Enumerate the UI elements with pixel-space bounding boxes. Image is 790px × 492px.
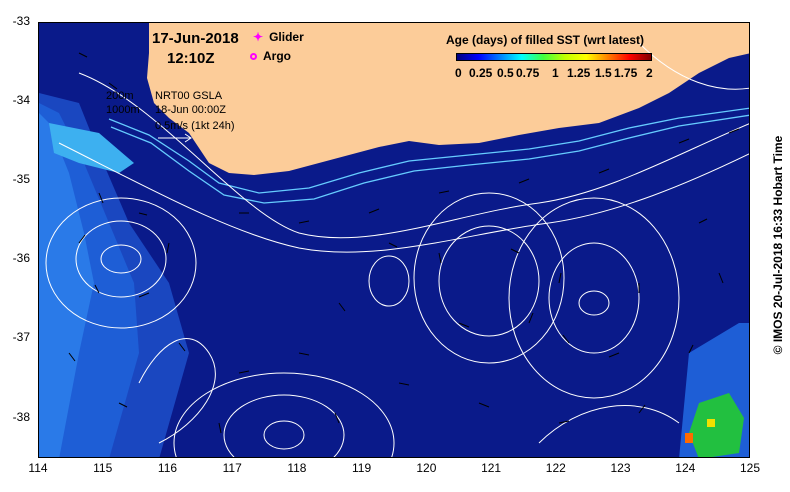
argo-marker-icon xyxy=(250,52,257,60)
y-tick-label: -34 xyxy=(12,93,30,107)
gsla-valid-time: 18-Jun 00:00Z xyxy=(155,104,226,116)
x-tick-label: 120 xyxy=(416,461,437,475)
imos-credit: © IMOS 20-Jul-2018 16:33 Hobart Time xyxy=(771,135,785,355)
isobath-200m-label: 200m xyxy=(106,90,134,102)
x-tick-label: 125 xyxy=(739,461,761,475)
glider-marker-icon: ✦ xyxy=(253,30,264,44)
map-time: 12:10Z xyxy=(167,50,215,67)
sst-map xyxy=(38,22,750,458)
legend-argo: Argo xyxy=(250,49,291,63)
x-tick-label: 124 xyxy=(675,461,696,475)
x-tick-label: 117 xyxy=(222,461,242,475)
colorbar-title: Age (days) of filled SST (wrt latest) xyxy=(446,33,645,47)
land-australia xyxy=(147,23,749,175)
legend-glider-label: Glider xyxy=(269,30,304,44)
y-tick-label: -35 xyxy=(12,172,30,186)
isobath-1000m xyxy=(110,114,749,204)
x-tick-label: 116 xyxy=(157,461,178,475)
stale-sst-orange xyxy=(685,433,693,443)
x-tick-label: 114 xyxy=(28,461,48,475)
colorbar-tick: 2 xyxy=(646,66,653,80)
colorbar xyxy=(456,53,652,61)
map-date: 17-Jun-2018 xyxy=(152,30,239,47)
colorbar-tick: 0 xyxy=(455,66,462,80)
y-tick-label: -38 xyxy=(12,410,30,424)
y-tick-label: -36 xyxy=(12,251,30,265)
gsla-product: NRT00 GSLA xyxy=(155,90,223,102)
warm-patch-west xyxy=(49,123,134,173)
current-vectors xyxy=(68,52,740,434)
colorbar-tick: 1 xyxy=(552,66,559,80)
x-tick-label: 123 xyxy=(610,461,631,475)
x-tick-label: 118 xyxy=(287,461,307,475)
stale-sst-yellow xyxy=(707,419,715,427)
sla-contours xyxy=(45,42,749,457)
colorbar-tick: 1.5 xyxy=(595,66,612,80)
x-tick-label: 122 xyxy=(545,461,566,475)
velocity-scale-label: 0.5m/s (1kt 24h) xyxy=(155,120,235,132)
colorbar-tick: 0.5 xyxy=(497,66,514,80)
isobath-1000m-label: 1000m xyxy=(106,104,140,116)
colorbar-tick: 1.25 xyxy=(567,66,591,80)
x-tick-label: 119 xyxy=(352,461,372,475)
stale-sst-patch xyxy=(689,393,744,457)
colorbar-tick: 1.75 xyxy=(614,66,638,80)
colorbar-tick: 0.75 xyxy=(516,66,540,80)
velocity-scale-arrow xyxy=(158,133,192,143)
legend-glider: ✦ Glider xyxy=(253,30,304,44)
x-tick-label: 115 xyxy=(93,461,113,475)
y-tick-label: -33 xyxy=(12,14,30,28)
y-tick-label: -37 xyxy=(12,330,30,344)
coastal-strip-west xyxy=(39,113,94,457)
legend-argo-label: Argo xyxy=(263,49,291,63)
x-tick-label: 121 xyxy=(481,461,502,475)
isobath-200m xyxy=(108,107,749,194)
colorbar-tick: 0.25 xyxy=(469,66,493,80)
